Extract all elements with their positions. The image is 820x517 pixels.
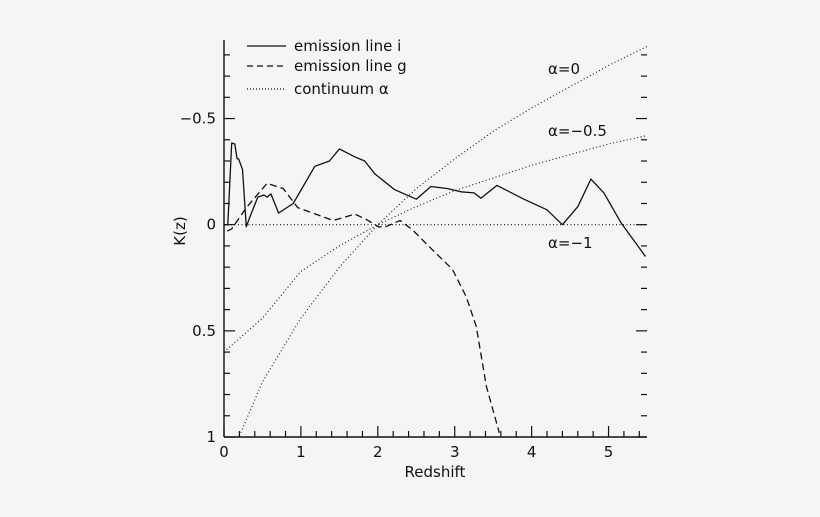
y-tick-label: −0.5 (180, 110, 216, 128)
curves (223, 45, 648, 437)
series-emission-line-i (224, 142, 647, 257)
legend: emission line i emission line g continuu… (247, 37, 407, 98)
series-emission-line-g (226, 182, 500, 433)
y-tick-label: 0 (206, 216, 216, 234)
x-tick-label: 1 (296, 443, 306, 461)
y-tick-label: 0.5 (192, 322, 216, 340)
x-tick-label: 5 (604, 443, 614, 461)
legend-label-g: emission line g (294, 57, 407, 75)
x-tick-label: 0 (219, 443, 229, 461)
x-tick-label: 2 (373, 443, 383, 461)
series-continuum-1 (223, 134, 648, 353)
curve-label-alpha-minus-1: α=−1 (548, 234, 593, 252)
curve-label-alpha-minus-0.5: α=−0.5 (548, 122, 607, 140)
legend-label-i: emission line i (294, 37, 401, 55)
x-tick-label: 3 (450, 443, 460, 461)
curve-label-alpha-0: α=0 (548, 60, 580, 78)
y-tick-label: 1 (206, 428, 216, 446)
axes: 0 1 2 3 4 5−0.500.51 (180, 40, 647, 461)
x-tick-label: 4 (527, 443, 537, 461)
legend-label-continuum: continuum α (294, 80, 389, 98)
y-axis-label: K(z) (171, 216, 189, 245)
x-axis-label: Redshift (405, 463, 466, 481)
